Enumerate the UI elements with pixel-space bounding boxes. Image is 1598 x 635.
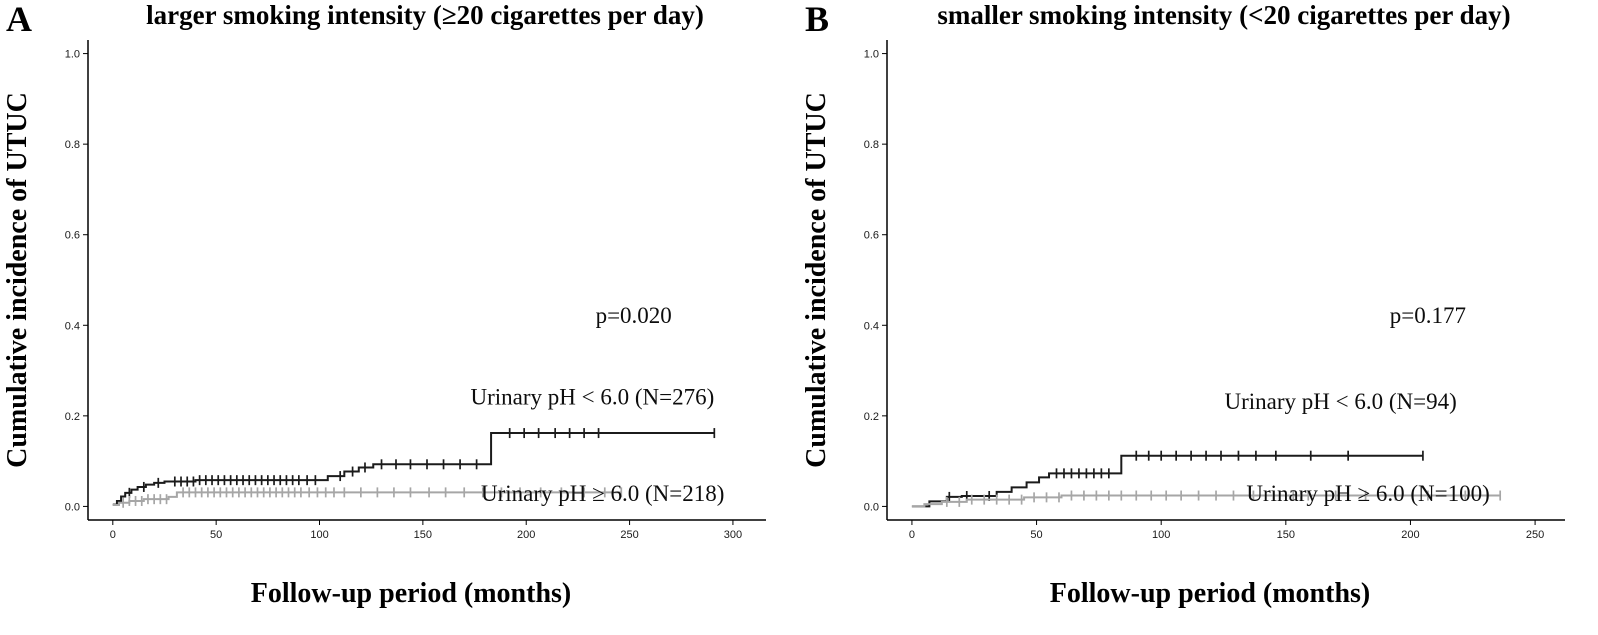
panel-b-x-axis-label: Follow-up period (months)	[1049, 578, 1371, 609]
panel-b: B smaller smoking intensity (<20 cigaret…	[799, 0, 1598, 635]
panel-a: A larger smoking intensity (≥20 cigarett…	[2, 0, 766, 609]
x-tick-label: 250	[620, 529, 638, 541]
x-tick-label: 50	[1030, 529, 1042, 541]
y-tick-label: 0.4	[65, 320, 80, 332]
x-tick-label: 200	[1401, 529, 1419, 541]
y-tick-label: 0.0	[65, 501, 80, 513]
x-tick-label: 150	[414, 529, 432, 541]
y-tick-label: 0.8	[864, 139, 879, 151]
p-value: p=0.020	[596, 303, 672, 328]
series-label: Urinary pH ≥ 6.0 (N=100)	[1246, 481, 1489, 506]
x-tick-label: 100	[1152, 529, 1170, 541]
y-tick-label: 0.2	[65, 411, 80, 423]
panel-a-x-axis-label: Follow-up period (months)	[250, 578, 572, 609]
series-line	[112, 432, 715, 506]
series-label: Urinary pH ≥ 6.0 (N=218)	[481, 481, 724, 506]
x-tick-label: 150	[1277, 529, 1295, 541]
y-tick-label: 1.0	[65, 49, 80, 61]
panel-b-title: smaller smoking intensity (<20 cigarette…	[937, 0, 1511, 30]
x-tick-label: 0	[909, 529, 915, 541]
y-tick-label: 0.6	[864, 230, 879, 242]
series-label: Urinary pH < 6.0 (N=94)	[1225, 389, 1457, 414]
panel-a-title: larger smoking intensity (≥20 cigarettes…	[146, 0, 704, 30]
y-tick-label: 0.6	[65, 230, 80, 242]
x-tick-label: 0	[110, 529, 116, 541]
panel-a-y-axis-label: Cumulative incidence of UTUC	[2, 92, 33, 468]
y-tick-label: 0.4	[864, 320, 879, 332]
p-value: p=0.177	[1390, 303, 1466, 328]
y-tick-label: 0.8	[65, 139, 80, 151]
panel-b-letter: B	[805, 0, 830, 39]
x-tick-label: 300	[724, 529, 742, 541]
x-tick-label: 50	[210, 529, 222, 541]
panel-b-plot: 0 50 100 150 200 250 0.0 0.2 0.4 0.6 0.8 1.0 Urinary…	[864, 40, 1565, 541]
series-line	[911, 494, 1501, 508]
x-tick-label: 100	[310, 529, 328, 541]
series-label: Urinary pH < 6.0 (N=276)	[470, 385, 714, 410]
panel-b-y-axis-label: Cumulative incidence of UTUC	[801, 92, 832, 468]
y-tick-label: 0.2	[864, 411, 879, 423]
y-tick-label: 1.0	[864, 49, 879, 61]
panel-a-plot: 0 50 100 150 200 250 300 0.0 0.2 0.4 0.6 0.8 1.0 Urin…	[65, 40, 766, 541]
x-tick-label: 250	[1526, 529, 1544, 541]
x-tick-label: 200	[517, 529, 535, 541]
series-line	[112, 491, 622, 507]
panel-a-letter: A	[6, 0, 32, 39]
y-tick-label: 0.0	[864, 501, 879, 513]
